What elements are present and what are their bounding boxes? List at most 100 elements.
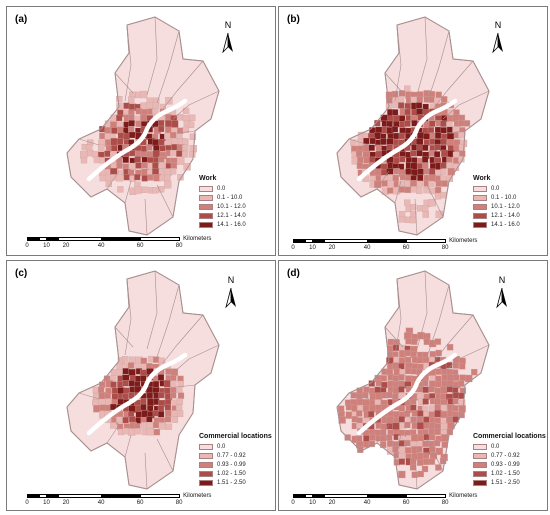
- scale-tick-label: 0: [25, 500, 29, 506]
- choropleth-cell: [104, 133, 111, 140]
- choropleth-cell: [140, 375, 147, 382]
- scale-tick-label: 10: [43, 243, 50, 249]
- scale-bar: 0 10 20 40 60 80 Kilometers: [25, 493, 227, 510]
- choropleth-cell: [141, 161, 148, 169]
- choropleth-cell: [123, 174, 130, 181]
- choropleth-cell: [386, 423, 393, 430]
- choropleth-cell: [164, 416, 172, 423]
- choropleth-cell: [375, 144, 383, 152]
- choropleth-cell: [399, 156, 406, 163]
- district-boundary: [146, 16, 158, 96]
- legend-item: 0.0: [473, 442, 546, 451]
- choropleth-cell: [128, 416, 136, 423]
- choropleth-cell: [153, 144, 160, 152]
- choropleth-cell: [439, 457, 447, 465]
- scale-tick-label: 60: [402, 500, 410, 506]
- legend-swatch: [199, 203, 213, 210]
- legend-item: 10.1 - 12.0: [199, 202, 246, 211]
- choropleth-cell: [411, 368, 418, 375]
- choropleth-cell: [391, 126, 399, 133]
- choropleth-cell: [416, 392, 424, 400]
- north-label: N: [224, 20, 232, 30]
- choropleth-cell: [440, 120, 447, 127]
- choropleth-cell: [416, 150, 423, 157]
- choropleth-cell: [116, 138, 124, 145]
- choropleth-cell: [446, 121, 453, 128]
- choropleth-cell: [122, 380, 129, 387]
- choropleth-cell: [386, 415, 394, 424]
- choropleth-cell: [446, 115, 454, 122]
- choropleth-cell: [428, 411, 435, 418]
- choropleth-cell: [429, 417, 436, 424]
- choropleth-cell: [122, 356, 129, 363]
- choropleth-cell: [417, 410, 424, 417]
- legend-item: 10.1 - 12.0: [473, 202, 520, 211]
- choropleth-cell: [104, 127, 111, 134]
- district-boundary: [124, 434, 132, 458]
- north-label: N: [227, 275, 235, 285]
- choropleth-cell: [177, 392, 185, 399]
- choropleth-cell: [440, 386, 448, 394]
- choropleth-cell: [381, 381, 388, 389]
- choropleth-cell: [421, 156, 429, 163]
- choropleth-cell: [164, 404, 172, 411]
- choropleth-cell: [428, 405, 436, 412]
- legend-title: Work: [473, 175, 491, 182]
- choropleth-cell: [375, 392, 383, 401]
- choropleth-cell: [416, 144, 423, 151]
- choropleth-cell: [391, 109, 399, 116]
- choropleth-cell: [459, 363, 466, 370]
- choropleth-cell: [417, 386, 424, 393]
- legend-item-label: 14.1 - 16.0: [217, 221, 246, 228]
- choropleth-cell: [417, 434, 424, 442]
- choropleth-cell: [362, 405, 370, 412]
- district-boundary: [416, 16, 428, 96]
- choropleth-cell: [122, 416, 129, 424]
- choropleth-cell: [356, 417, 363, 424]
- district-boundary: [426, 284, 450, 358]
- figure: (a) N Work 0.0 0.1 - 10.0 10.1 - 12.0 12…: [6, 6, 548, 511]
- choropleth-cell: [428, 386, 435, 393]
- legend-item: 0.93 - 0.99: [199, 460, 272, 469]
- choropleth-cell: [416, 459, 424, 466]
- map-canvas: [66, 270, 220, 490]
- choropleth-cell: [387, 345, 394, 352]
- legend-swatch: [199, 221, 213, 228]
- legend-item: 14.1 - 16.0: [199, 220, 246, 229]
- scale-tick-label: 80: [175, 500, 183, 506]
- choropleth-cell: [398, 90, 406, 97]
- choropleth-cell: [97, 386, 105, 393]
- choropleth-cell: [140, 403, 147, 411]
- choropleth-cell: [386, 391, 393, 399]
- choropleth-cell: [91, 151, 99, 158]
- map-legend: Work 0.0 0.1 - 10.0 10.1 - 12.0 12.1 - 1…: [473, 175, 520, 229]
- scale-tick-label: 80: [175, 243, 183, 249]
- district-boundary: [78, 392, 100, 400]
- choropleth-cell: [440, 417, 447, 424]
- choropleth-cell: [152, 162, 159, 169]
- choropleth-cell: [440, 168, 447, 176]
- choropleth-cell: [363, 441, 370, 448]
- choropleth-cell: [374, 399, 381, 406]
- district-boundary: [384, 326, 404, 348]
- river: [86, 98, 188, 182]
- choropleth-cell: [169, 168, 177, 175]
- choropleth-cell: [175, 404, 183, 411]
- scale-tick-label: 40: [363, 245, 371, 251]
- choropleth-cell: [435, 180, 442, 187]
- district-boundary: [446, 130, 466, 134]
- legend-item-label: 14.1 - 16.0: [491, 221, 520, 228]
- choropleth-cell: [440, 138, 447, 146]
- district-boundary: [384, 72, 404, 94]
- choropleth-cell: [374, 119, 381, 127]
- district-boundary: [172, 90, 220, 120]
- legend-item-label: 0.0: [491, 443, 500, 450]
- district-boundary: [442, 90, 490, 120]
- choropleth-cell: [397, 96, 405, 103]
- choropleth-cell: [158, 422, 166, 430]
- choropleth-cell: [452, 392, 460, 399]
- choropleth-cell: [164, 181, 172, 189]
- choropleth-cell: [458, 120, 465, 127]
- choropleth-cell: [458, 405, 466, 413]
- choropleth-cell: [128, 120, 135, 127]
